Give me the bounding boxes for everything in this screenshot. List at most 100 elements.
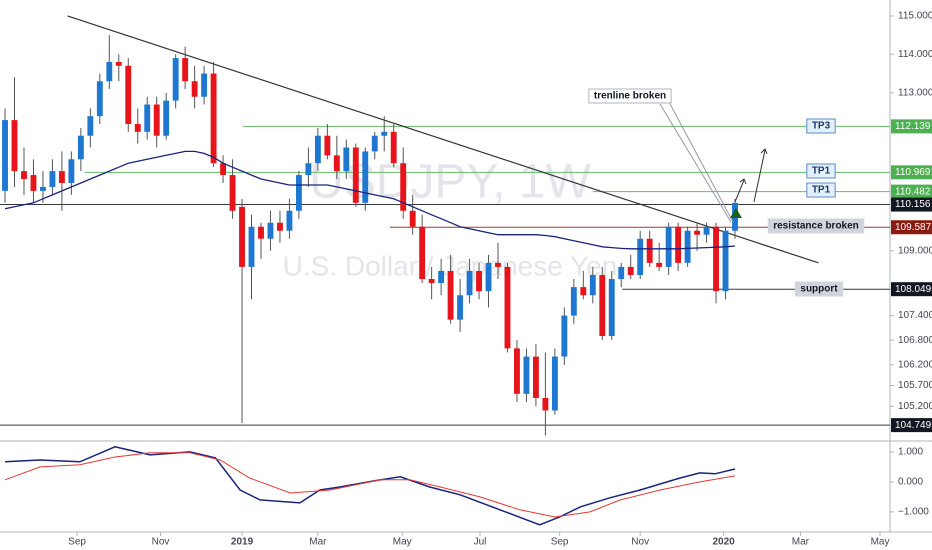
projection-arrow — [734, 178, 747, 203]
candle-body — [220, 163, 227, 176]
candle-body — [21, 171, 27, 180]
candle-body — [277, 222, 283, 231]
candle-body — [153, 104, 160, 136]
candle-body — [40, 186, 46, 191]
candle-body — [229, 175, 236, 211]
candle-body — [191, 81, 198, 97]
candle-body — [77, 135, 84, 160]
y-tick-label: 106.800 — [898, 335, 932, 346]
candle-body — [248, 226, 255, 267]
y-tick-label: 113.000 — [898, 87, 932, 98]
x-tick-label: Mar — [309, 537, 327, 548]
candle-body — [30, 175, 37, 191]
candle-body — [580, 287, 587, 296]
candle-body — [68, 159, 75, 183]
candle-body — [495, 262, 501, 267]
candle-body — [343, 147, 350, 172]
candle-body — [665, 226, 672, 267]
price-label-bg — [891, 184, 932, 199]
candle-body — [314, 135, 321, 164]
candle-body — [11, 120, 18, 172]
candle-body — [258, 226, 264, 239]
candle-body — [523, 356, 530, 394]
candle-body — [172, 58, 179, 101]
annotation-box — [806, 163, 836, 179]
candle-body — [570, 287, 577, 316]
x-tick-label: Nov — [152, 537, 170, 548]
candle-body — [504, 266, 511, 349]
candle-body — [362, 151, 369, 203]
price-label: 110.482 — [895, 186, 931, 197]
candle-body — [675, 226, 682, 263]
x-tick-label: Nov — [631, 537, 649, 548]
y-tick-label: 114.000 — [898, 49, 932, 60]
candle-body — [115, 61, 122, 66]
candle-body — [163, 100, 170, 136]
candle-body — [599, 274, 606, 337]
candle-body — [627, 266, 634, 275]
candle-body — [239, 206, 245, 267]
candle-body — [267, 222, 274, 239]
candle-body — [390, 131, 397, 164]
candle-body — [447, 270, 454, 320]
candle-body — [58, 171, 65, 183]
price-label: 112.139 — [895, 121, 931, 132]
watermark-title: USDJPY, 1W — [309, 156, 592, 209]
candle-body — [400, 163, 407, 211]
y-tick-label: 115.000 — [898, 11, 932, 22]
x-tick-label: 2020 — [712, 537, 735, 548]
price-label: 110.969 — [895, 167, 931, 178]
candle-body — [561, 315, 568, 357]
candle-body — [381, 131, 388, 136]
x-tick-label: May — [393, 537, 412, 548]
candle-body — [457, 295, 464, 320]
y-tick-label: 105.200 — [898, 401, 932, 412]
y-tick-label: 107.400 — [898, 310, 932, 321]
candle-body — [684, 230, 691, 263]
candle-body — [305, 163, 312, 176]
candle-body — [532, 356, 539, 398]
candle-body — [96, 81, 103, 117]
candle-body — [2, 120, 8, 191]
candle-body — [485, 262, 492, 292]
candle-body — [324, 135, 331, 156]
annotation: TP3 — [812, 121, 831, 132]
annotation-box — [806, 118, 836, 134]
moving-average — [4, 150, 736, 250]
candle-body — [409, 210, 416, 227]
x-tick-label: Sep — [68, 537, 86, 548]
candle-body — [87, 116, 94, 136]
candle-body — [210, 73, 217, 164]
price-label-bg — [891, 282, 932, 297]
candle-body — [656, 262, 663, 267]
y-tick-label: 105.700 — [898, 380, 932, 391]
candle-body — [646, 238, 653, 263]
annotation-box — [794, 281, 844, 297]
price-label-bg — [891, 197, 932, 212]
candle-body — [694, 230, 701, 235]
candle-body — [333, 155, 340, 172]
annotation: trenline broken — [594, 91, 666, 102]
leader-line — [659, 103, 732, 223]
y-tick-label: 1.000 — [898, 447, 923, 458]
oscillator-line — [4, 446, 736, 526]
candle-body — [608, 279, 615, 337]
candle-body — [106, 61, 113, 82]
annotation: resistance broken — [773, 221, 859, 232]
price-label: 110.156 — [895, 199, 931, 210]
projection-arrow — [753, 148, 768, 203]
annotation-box — [806, 182, 836, 198]
candle-body — [286, 210, 293, 231]
signal-arrow — [730, 208, 742, 218]
annotation: TP1 — [812, 166, 831, 177]
candle-body — [352, 147, 359, 203]
candle-body — [438, 270, 445, 284]
x-tick-label: Sep — [551, 537, 569, 548]
price-label-bg — [891, 119, 932, 134]
oscillator-line — [4, 452, 736, 518]
annotation-box — [588, 88, 672, 104]
candle-body — [618, 266, 625, 280]
candle-body — [514, 348, 520, 394]
